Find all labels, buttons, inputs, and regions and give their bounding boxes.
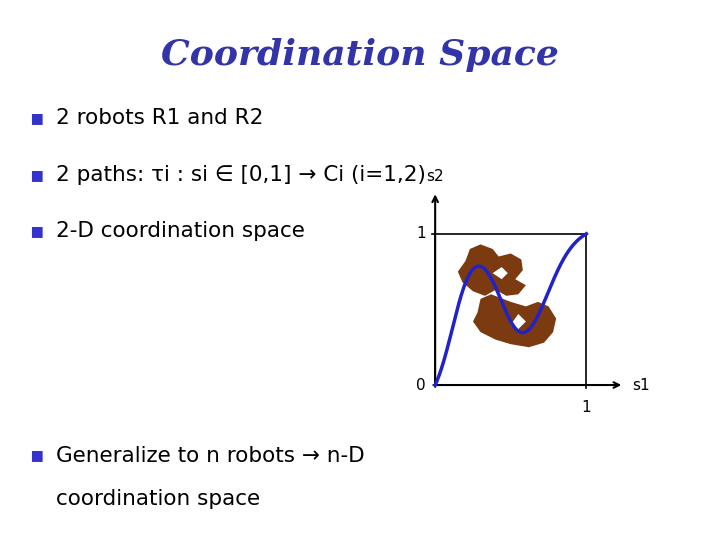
- Text: 1: 1: [416, 226, 426, 241]
- Polygon shape: [473, 294, 556, 347]
- Polygon shape: [492, 267, 508, 279]
- Text: 2 robots R1 and R2: 2 robots R1 and R2: [56, 108, 264, 128]
- Text: ▪: ▪: [29, 165, 43, 185]
- Text: 1: 1: [582, 400, 591, 415]
- Text: 2 paths: τi : si ∈ [0,1] → Ci (i=1,2): 2 paths: τi : si ∈ [0,1] → Ci (i=1,2): [56, 165, 426, 185]
- Text: s2: s2: [426, 169, 444, 184]
- Text: coordination space: coordination space: [56, 489, 261, 509]
- Polygon shape: [510, 314, 526, 330]
- Text: 2-D coordination space: 2-D coordination space: [56, 221, 305, 241]
- Text: ▪: ▪: [29, 221, 43, 241]
- Polygon shape: [458, 245, 526, 296]
- Text: s1: s1: [631, 377, 649, 393]
- Text: Generalize to n robots → n-D: Generalize to n robots → n-D: [56, 446, 365, 465]
- Text: ▪: ▪: [29, 108, 43, 128]
- Text: Coordination Space: Coordination Space: [161, 38, 559, 72]
- Text: ▪: ▪: [29, 446, 43, 465]
- Text: 0: 0: [416, 377, 426, 393]
